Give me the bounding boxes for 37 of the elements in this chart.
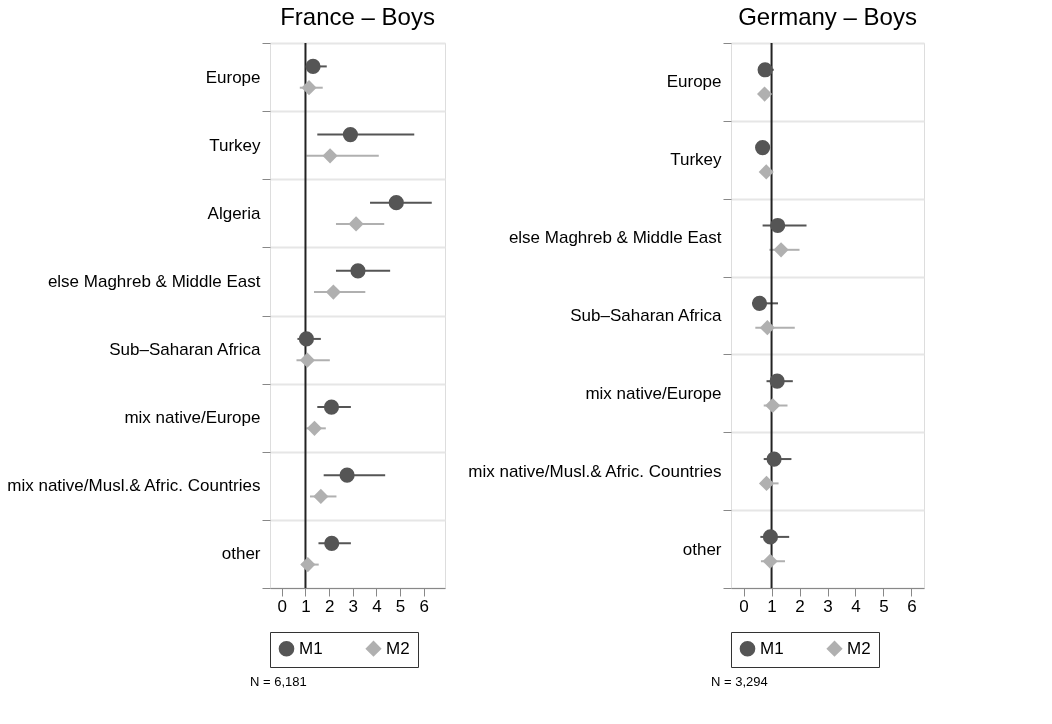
y-tick-label: Sub–Saharan Africa [570,306,723,325]
x-tick-label: 4 [372,596,382,616]
y-tick-label: Europe [205,67,261,87]
y-tick-label: else Maghreb & Middle East [508,228,722,248]
y-tick-label: mix native/Musl.& Afric. Countries [468,461,722,481]
x-tick-label: 6 [419,596,429,616]
y-tick-label: Algeria [207,203,262,223]
y-tick-label: Turkey [209,135,261,155]
x-tick-label: 5 [879,596,889,616]
x-tick-label: 3 [823,596,833,616]
y-tick-label: mix native/Europe [124,408,261,428]
x-tick-label: 1 [767,596,777,616]
y-tick-label: Sub–Saharan Africa [109,340,262,360]
y-tick-label: other [221,544,261,564]
chart-title: Germany – Boys [738,3,917,30]
y-tick-label: Europe [666,72,722,92]
y-tick-label: Turkey [670,150,722,170]
y-tick-label: else Maghreb & Middle East [47,271,261,291]
x-tick-label: 6 [907,596,917,616]
x-tick-label: 1 [301,596,311,616]
y-tick-label: mix native/Europe [585,383,722,403]
y-tick-label: other [682,539,722,559]
text: N = 6,181 [250,674,307,689]
x-tick-label: 0 [277,596,288,616]
legend-label: M1 [299,638,323,658]
x-tick-label: 2 [324,596,335,616]
x-tick-label: 2 [795,596,805,616]
legend-label: M2 [847,638,871,658]
x-tick-label: 5 [395,596,406,616]
x-tick-label: 3 [348,596,358,616]
text: N = 3,294 [711,674,768,689]
y-tick-label: mix native/Musl.& Afric. Countries [7,476,261,496]
legend-label: M1 [760,638,784,658]
legend-label: M2 [386,638,410,658]
x-tick-label: 0 [739,596,749,616]
chart-title: France – Boys [280,3,435,30]
x-tick-label: 4 [851,596,861,616]
